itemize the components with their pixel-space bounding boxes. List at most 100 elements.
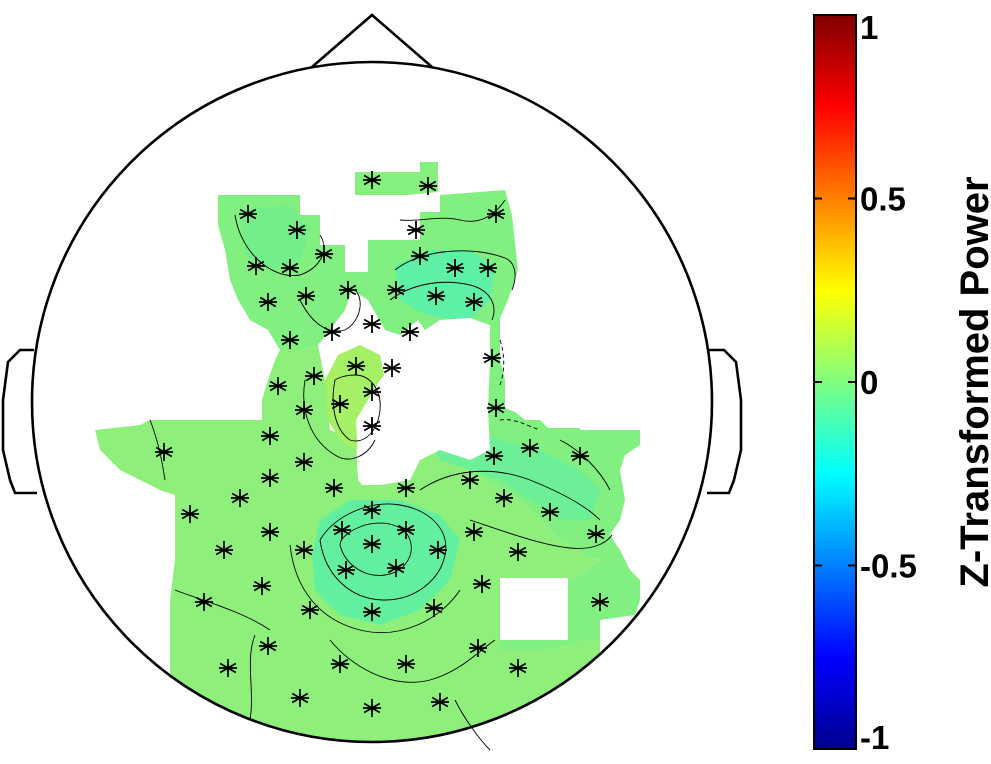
electrode-marker: [397, 479, 415, 497]
electrode-marker: [587, 525, 605, 543]
electrode-marker: [363, 171, 381, 189]
contour-line: [469, 519, 613, 549]
electrode-marker: [485, 447, 503, 465]
left-ear: [1, 348, 37, 495]
electrode-marker: [446, 259, 464, 277]
contour-line: [299, 289, 361, 332]
colorbar-tick-label: 0: [860, 364, 878, 401]
contour-line: [339, 522, 412, 576]
electrode-marker: [541, 503, 559, 521]
electrodes: [155, 171, 609, 717]
electrode-marker: [411, 247, 429, 265]
contour-line: [289, 544, 461, 634]
electrode-marker: [363, 699, 381, 717]
electrode-marker: [487, 205, 505, 223]
power-region-negative-2: [312, 500, 460, 625]
electrode-marker: [363, 417, 381, 435]
electrode-marker: [363, 383, 381, 401]
electrode-marker: [469, 639, 487, 657]
electrode-marker: [495, 489, 513, 507]
electrode-marker: [429, 541, 447, 559]
electrode-marker: [401, 323, 419, 341]
electrode-marker: [331, 655, 349, 673]
electrode-marker: [269, 377, 287, 395]
electrode-marker: [487, 399, 505, 417]
right-ear: [707, 348, 743, 495]
electrode-marker: [483, 349, 501, 367]
electrode-marker: [333, 521, 351, 539]
electrode-marker: [195, 593, 213, 611]
electrode-marker: [461, 471, 479, 489]
contour-line: [499, 419, 541, 431]
colorbar-tick-label: 0.5: [860, 181, 906, 218]
electrode-marker: [521, 439, 539, 457]
electrode-marker: [465, 523, 483, 541]
electrode-marker: [363, 315, 381, 333]
electrode-marker: [425, 599, 443, 617]
colorbar-ticks: -1 -0.5 0 0.5 1: [814, 9, 917, 756]
electrode-marker: [295, 401, 313, 419]
electrode-marker: [383, 359, 401, 377]
electrode-marker: [337, 561, 355, 579]
electrode-marker: [261, 523, 279, 541]
electrode-marker: [301, 601, 319, 619]
electrode-marker: [363, 501, 381, 519]
electrode-marker: [261, 469, 279, 487]
electrode-marker: [479, 259, 497, 277]
electrode-marker: [363, 603, 381, 621]
electrode-marker: [509, 543, 527, 561]
electrode-marker: [297, 287, 315, 305]
electrode-marker: [397, 521, 415, 539]
electrode-marker: [281, 331, 299, 349]
electrode-marker: [239, 205, 257, 223]
colorbar-tick-label: -1: [860, 719, 889, 756]
electrode-marker: [509, 659, 527, 677]
colorbar: -1 -0.5 0 0.5 1 Z-Transformed Power: [813, 9, 991, 756]
electrode-marker: [473, 575, 491, 593]
electrode-marker: [281, 259, 299, 277]
electrode-marker: [259, 293, 277, 311]
electrode-marker: [288, 221, 306, 239]
colorbar-tick-label: -0.5: [860, 548, 917, 585]
electrode-marker: [397, 655, 415, 673]
mask-central: [356, 318, 490, 485]
electrode-marker: [427, 287, 445, 305]
colorbar-tick-label: 1: [860, 9, 878, 46]
electrode-marker: [465, 293, 483, 311]
electrode-marker: [253, 577, 271, 595]
contour-line: [419, 470, 601, 521]
electrode-marker: [215, 541, 233, 559]
contour-line: [499, 339, 505, 386]
electrode-marker: [295, 541, 313, 559]
contour-line: [559, 439, 611, 491]
electrode-marker: [291, 689, 309, 707]
electrode-marker: [387, 281, 405, 299]
nose: [311, 13, 433, 68]
contour-line: [332, 374, 381, 442]
head-outline: [1, 13, 743, 744]
mask-right-lower: [500, 578, 568, 640]
electrode-marker: [331, 395, 349, 413]
electrode-marker: [295, 453, 313, 471]
electrode-marker: [339, 281, 357, 299]
electrode-marker: [305, 367, 323, 385]
electrode-marker: [247, 257, 265, 275]
electrode-marker: [315, 245, 333, 263]
contour-line: [249, 634, 256, 721]
electrode-marker: [259, 637, 277, 655]
electrode-marker: [431, 693, 449, 711]
electrode-marker: [571, 447, 589, 465]
contour-line: [174, 589, 271, 631]
power-region-top: [355, 162, 438, 195]
contour-line: [389, 281, 495, 321]
electrode-marker: [219, 659, 237, 677]
electrode-marker: [155, 443, 173, 461]
electrode-marker: [231, 489, 249, 507]
head-circle: [30, 60, 714, 744]
colorbar-label: Z-Transformed Power: [953, 176, 991, 587]
electrode-marker: [325, 479, 343, 497]
contour-line: [399, 199, 506, 222]
electrode-marker: [323, 323, 341, 341]
electrode-marker: [387, 559, 405, 577]
